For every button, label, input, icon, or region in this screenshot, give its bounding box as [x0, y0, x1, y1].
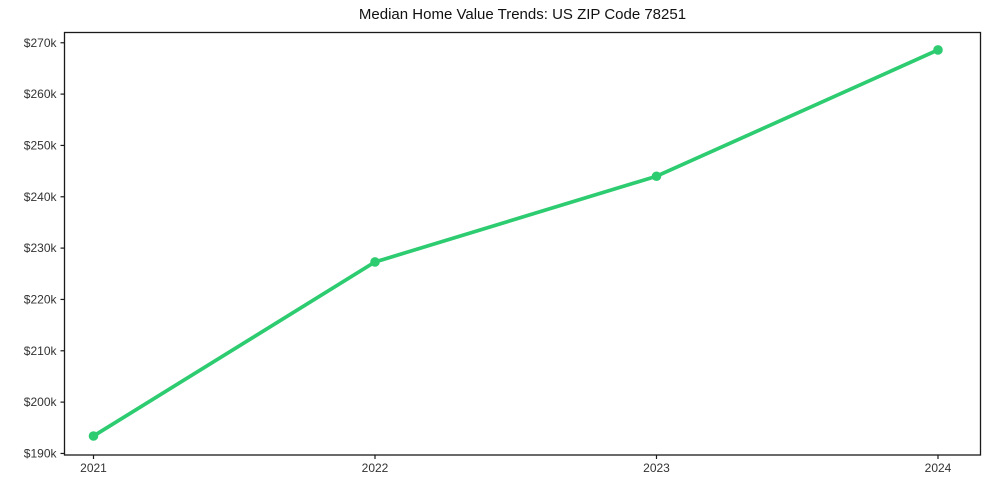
data-point-marker [88, 431, 99, 441]
x-tick-label: 2022 [362, 461, 389, 475]
y-tick-label: $210k [24, 344, 58, 358]
x-tick-label: 2021 [80, 461, 107, 475]
data-point-marker [933, 45, 943, 55]
y-tick-label: $250k [24, 138, 58, 152]
x-tick-label: 2024 [925, 461, 952, 475]
y-tick-label: $190k [24, 446, 58, 460]
y-tick-label: $200k [24, 395, 58, 409]
chart-title: Median Home Value Trends: US ZIP Code 78… [358, 6, 687, 23]
y-tick-label: $230k [24, 241, 58, 255]
y-tick-label: $270k [24, 36, 58, 50]
data-point-marker [651, 171, 662, 182]
y-tick-label: $240k [24, 190, 58, 204]
plot-border [63, 31, 982, 456]
x-tick-label: 2023 [643, 461, 670, 475]
data-point-marker [370, 257, 380, 267]
y-tick-label: $220k [24, 292, 58, 306]
series-line [91, 48, 940, 438]
y-tick-label: $260k [24, 87, 58, 101]
